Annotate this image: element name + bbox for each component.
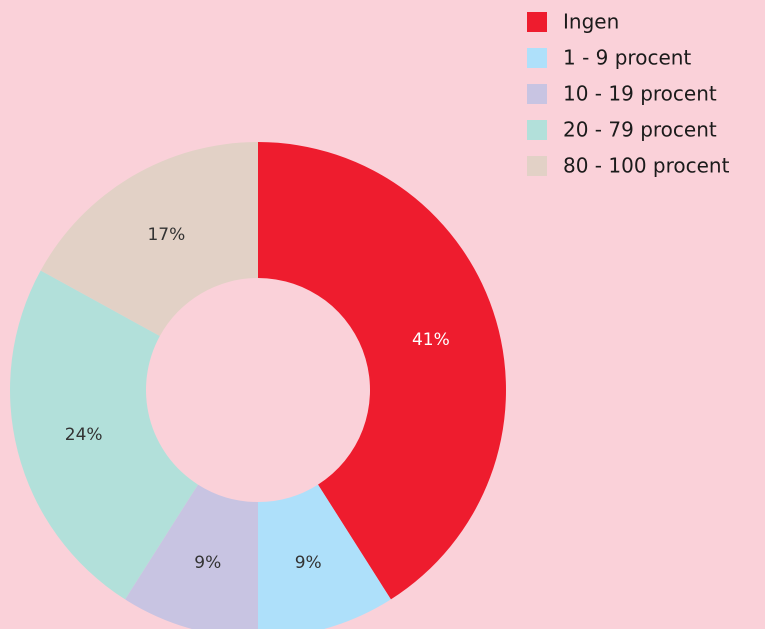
legend-swatch [527,12,547,32]
slice-label: 41% [412,330,450,350]
legend-swatch [527,156,547,176]
legend-label: Ingen [563,10,619,34]
donut-slice [258,484,391,629]
slice-label: 24% [65,425,103,445]
donut-slice [125,484,258,629]
legend-label: 10 - 19 procent [563,82,717,106]
donut-slice [40,142,259,337]
donut-slice [9,270,198,600]
slice-label: 9% [295,553,322,573]
legend-swatch [527,120,547,140]
donut-slice [258,142,506,600]
legend-label: 80 - 100 procent [563,154,730,178]
legend-swatch [527,48,547,68]
legend-swatch [527,84,547,104]
legend-label: 1 - 9 procent [563,46,691,70]
slice-label: 17% [147,225,185,245]
legend-label: 20 - 79 procent [563,118,717,142]
slice-label: 9% [194,553,221,573]
